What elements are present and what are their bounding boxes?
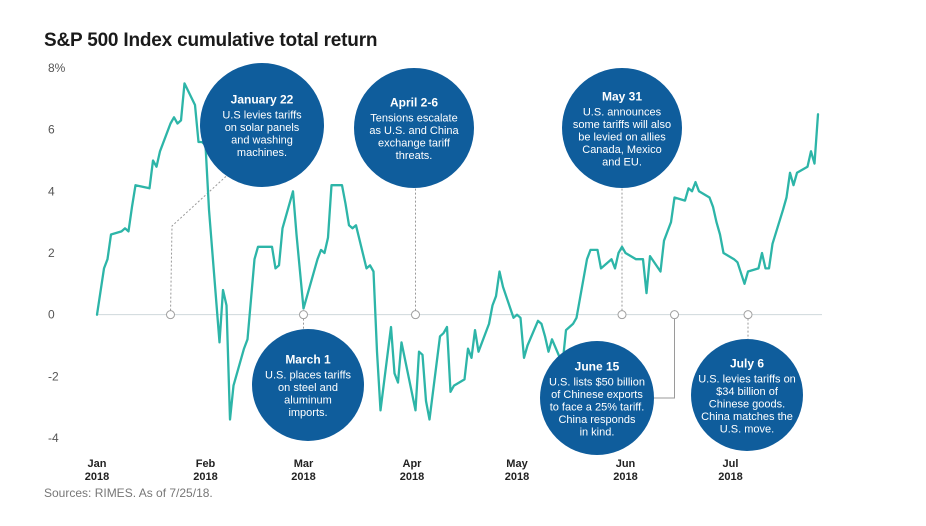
annotation-leader [170,174,229,315]
annotation-leader-lines [170,174,749,399]
annotation-bubble [354,68,474,188]
x-tick-month: Feb [196,458,216,470]
annotation-text: $34 billion of [716,386,779,398]
annotation-text: China responds [558,414,636,426]
series-lines [95,82,820,421]
annotation-bubble [691,339,803,451]
y-axis-tick-labels: 8% 6 4 2 0 -2 -4 [48,61,66,445]
x-tick-month: May [506,458,528,470]
source-note: Sources: RIMES. As of 7/25/18. [44,486,213,500]
annotation-text: U.S. announces [583,106,662,118]
x-tick-month: Mar [294,458,314,470]
x-tick-month: Jan [88,458,107,470]
x-tick-year: 2018 [85,471,109,483]
annotation-text: U.S. lists $50 billion [549,376,645,388]
annotation-text: U.S levies tariffs [222,110,302,122]
annotation-marker [617,310,627,320]
annotation-text: China matches the [701,411,793,423]
annotation-text: Tensions escalate [370,113,457,125]
annotation-title: April 2-6 [390,96,438,110]
annotation-text: machines. [237,147,287,159]
annotation-text: aluminum [284,395,332,407]
y-tick-label: 0 [48,308,55,322]
annotation-title: January 22 [231,93,294,107]
annotation-text: on steel and [278,382,338,394]
series-line [95,82,820,421]
annotation-text: and EU. [602,156,642,168]
annotation-bubble [562,68,682,188]
y-tick-label: -4 [48,431,59,445]
annotation-title: July 6 [730,356,764,370]
annotation-marker [743,310,753,320]
annotation-marker [166,310,175,320]
annotation-text: threats. [396,150,433,162]
annotation-marker [411,310,420,320]
annotation-text: imports. [288,407,327,419]
annotation-bubble [252,329,364,441]
annotation-text: to face a 25% tariff. [550,401,645,413]
annotation-text: Chinese goods. [709,398,785,410]
chart-title: S&P 500 Index cumulative total return [44,30,378,51]
annotation-marker [670,310,679,320]
annotation-text: U.S. move. [720,423,774,435]
annotation-text: U.S. levies tariffs on [698,373,796,385]
annotation-title: May 31 [602,89,642,103]
x-tick-year: 2018 [613,471,637,483]
annotation-text: Canada, Mexico [582,144,662,156]
x-tick-year: 2018 [505,471,529,483]
y-tick-label: 6 [48,123,55,137]
y-tick-label: -2 [48,369,59,383]
x-axis-tick-labels: Jan2018Feb2018Mar2018Apr2018May2018Jun20… [85,458,743,483]
y-tick-label: 2 [48,246,55,260]
annotation-text: in kind. [580,426,615,438]
x-tick-year: 2018 [291,471,315,483]
y-tick-label: 8% [48,61,66,75]
annotation-text: be levied on allies [578,131,666,143]
annotation-text: of Chinese exports [551,389,643,401]
x-tick-month: Jul [723,458,739,470]
annotation-bubble [200,63,324,187]
x-tick-year: 2018 [400,471,424,483]
annotation-text: some tariffs will also [573,119,671,131]
annotation-bubble [540,341,654,455]
annotation-leader [654,314,675,399]
annotation-title: June 15 [575,359,620,373]
x-tick-year: 2018 [718,471,742,483]
x-tick-month: Apr [403,458,423,470]
annotation-title: March 1 [285,353,331,367]
annotation-text: exchange tariff [378,138,451,150]
x-tick-year: 2018 [193,471,217,483]
annotation-marker [299,310,308,320]
annotation-text: as U.S. and China [369,125,459,137]
x-tick-month: Jun [616,458,636,470]
annotation-text: U.S. places tariffs [265,370,351,382]
annotation-text: on solar panels [225,122,300,134]
y-tick-label: 4 [48,184,55,198]
annotation-text: and washing [231,135,293,147]
